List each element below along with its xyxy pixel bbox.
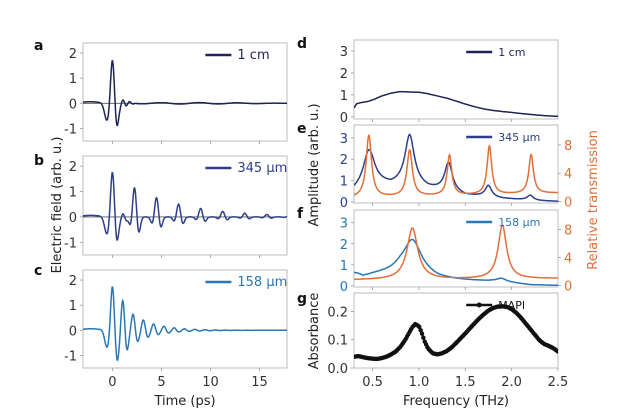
legend-label: 1 cm bbox=[498, 46, 525, 59]
y-tick-label: 0 bbox=[69, 211, 77, 226]
plot-frame bbox=[353, 292, 559, 369]
y-tick-label: 0 bbox=[340, 111, 348, 126]
y-tick-label: -1 bbox=[64, 122, 77, 137]
x-tick-label: 5 bbox=[157, 375, 165, 390]
x-tick-label: 0.5 bbox=[362, 375, 383, 390]
panel-label-d: d bbox=[297, 36, 307, 52]
panel-label-e: e bbox=[297, 121, 307, 137]
panel-b: b -1 0 1 2 345 µm bbox=[34, 153, 288, 258]
x-tick-label: 2.0 bbox=[501, 375, 522, 390]
panel-c: c -1 0 1 2 0 5 10 15 158 µm bbox=[34, 263, 288, 390]
y-tick-label: 3 bbox=[340, 132, 348, 147]
legend-label: 158 µm bbox=[237, 275, 287, 290]
right-transmission-axis-label: Relative transmission bbox=[586, 130, 601, 270]
panel-e: e 0 1 2 3 0 4 8 345 µm bbox=[297, 121, 572, 211]
panel-label-b: b bbox=[34, 153, 44, 169]
x-tick-label: 15 bbox=[251, 375, 268, 390]
panel-label-c: c bbox=[34, 263, 42, 279]
y-tick-label: -1 bbox=[64, 236, 77, 251]
y-right-tick-label: 0 bbox=[564, 196, 572, 211]
panel-f: f 0 1 2 3 0 4 8 158 µm bbox=[297, 206, 572, 295]
panel-a: a -1 0 1 2 1 cm bbox=[34, 38, 288, 144]
y-tick-label: 3 bbox=[340, 217, 348, 232]
y-tick-label: 0.1 bbox=[327, 334, 348, 349]
y-right-tick-label: 8 bbox=[564, 224, 572, 239]
legend-label: 158 µm bbox=[498, 216, 540, 229]
right-amplitude-axis-label: Amplitude (arb. u.) bbox=[307, 103, 322, 226]
y-tick-label: 0.2 bbox=[327, 305, 348, 320]
x-tick-label: 0 bbox=[108, 375, 116, 390]
y-right-tick-label: 4 bbox=[564, 252, 572, 267]
data-point bbox=[418, 327, 423, 333]
right-absorbance-axis-label: Absorbance bbox=[307, 293, 322, 370]
series-line-c-0 bbox=[83, 286, 287, 362]
legend-label: 345 µm bbox=[237, 161, 287, 176]
plot-frame bbox=[82, 155, 288, 256]
plot-frame bbox=[353, 209, 559, 288]
y-tick-label: 1 bbox=[340, 175, 348, 190]
y-tick-label: 0 bbox=[340, 280, 348, 295]
legend-label: 1 cm bbox=[237, 48, 269, 63]
y-tick-label: 2 bbox=[69, 47, 77, 62]
y-tick-label: 1 bbox=[69, 299, 77, 314]
y-tick-label: 2 bbox=[340, 238, 348, 253]
y-tick-label: 2 bbox=[69, 274, 77, 289]
series-line-f-0 bbox=[354, 238, 558, 287]
y-tick-label: 0 bbox=[69, 97, 77, 112]
plot-frame bbox=[353, 124, 559, 204]
y-tick-label: 2 bbox=[340, 153, 348, 168]
y-tick-label: 2 bbox=[69, 160, 77, 175]
series-line-b-0 bbox=[83, 171, 287, 241]
data-point bbox=[419, 331, 425, 336]
y-tick-label: 1 bbox=[69, 72, 77, 87]
y-tick-label: 2 bbox=[340, 67, 348, 82]
y-tick-label: 1 bbox=[69, 186, 77, 201]
y-tick-label: -1 bbox=[64, 349, 77, 364]
legend-marker bbox=[476, 302, 482, 308]
panel-label-a: a bbox=[34, 38, 43, 54]
plot-frame bbox=[82, 42, 288, 142]
legend-label: MAPI bbox=[498, 299, 525, 312]
y-right-tick-label: 8 bbox=[564, 139, 572, 154]
y-tick-label: 0.0 bbox=[327, 362, 348, 377]
y-tick-label: 0 bbox=[69, 324, 77, 339]
data-point bbox=[555, 349, 558, 354]
series-line-a-0 bbox=[83, 60, 287, 127]
panel-label-f: f bbox=[297, 206, 304, 222]
right-x-axis-label: Frequency (THz) bbox=[403, 394, 509, 409]
y-tick-label: 1 bbox=[340, 259, 348, 274]
y-right-tick-label: 4 bbox=[564, 167, 572, 182]
x-tick-label: 10 bbox=[202, 375, 219, 390]
panel-label-g: g bbox=[297, 291, 307, 307]
panel-d: d 0 1 2 3 1 cm bbox=[297, 36, 559, 126]
y-right-tick-label: 0 bbox=[564, 280, 572, 295]
y-tick-label: 1 bbox=[340, 89, 348, 104]
y-tick-label: 0 bbox=[340, 196, 348, 211]
data-point bbox=[421, 335, 426, 340]
series-line-e-0 bbox=[354, 133, 558, 202]
y-tick-label: 3 bbox=[340, 45, 348, 60]
x-tick-label: 2.5 bbox=[548, 375, 569, 390]
plot-frame bbox=[353, 39, 559, 120]
left-y-axis-label: Electric field (arb. u.) bbox=[50, 137, 65, 274]
series-line-e-1 bbox=[354, 134, 558, 196]
series-line-g-0 bbox=[354, 305, 558, 360]
series-line-f-1 bbox=[354, 224, 558, 281]
series-line-d-0 bbox=[354, 90, 558, 118]
x-tick-label: 1.0 bbox=[409, 375, 430, 390]
plot-frame bbox=[82, 269, 288, 369]
x-tick-label: 1.5 bbox=[455, 375, 476, 390]
left-x-axis-label: Time (ps) bbox=[153, 394, 215, 409]
legend-label: 345 µm bbox=[498, 131, 540, 144]
panel-g: g 0.0 0.1 0.2 0.5 1.0 1.5 2.0 2.5 MAPI bbox=[297, 291, 568, 390]
